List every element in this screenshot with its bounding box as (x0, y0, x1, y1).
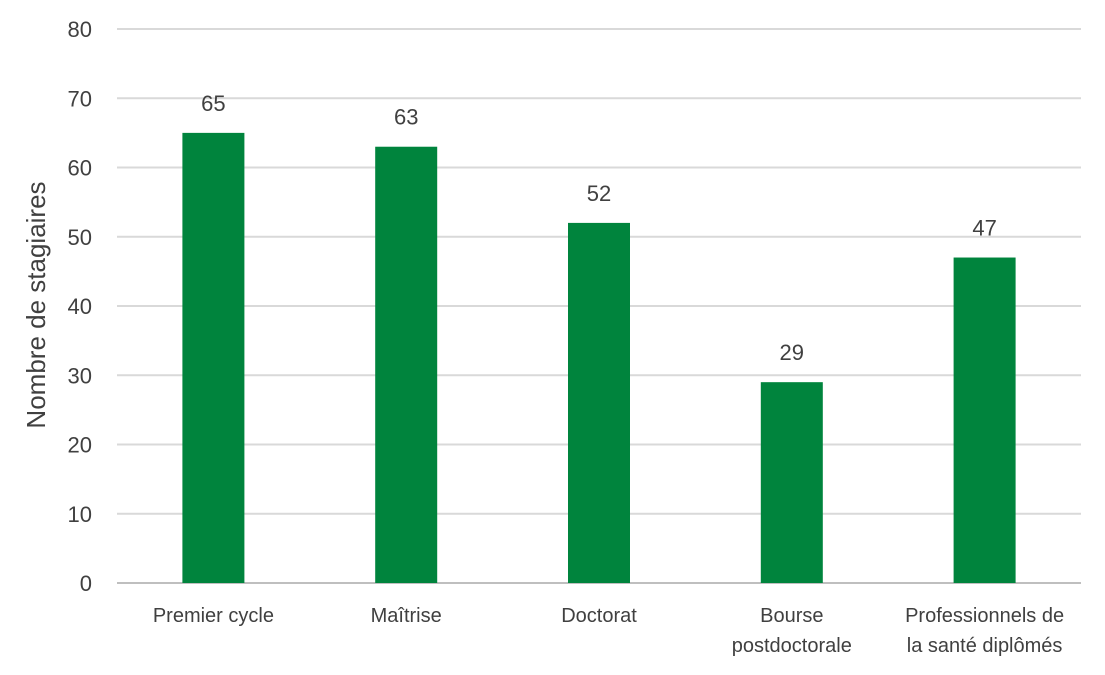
y-tick-label: 20 (68, 433, 92, 458)
y-tick-label: 0 (80, 571, 92, 596)
x-category-label: Maîtrise (371, 605, 442, 627)
bar (953, 257, 1016, 583)
bar (182, 132, 245, 583)
x-category-label: Premier cycle (153, 605, 274, 627)
data-label: 52 (587, 181, 611, 206)
y-tick-label: 30 (68, 363, 92, 388)
bar (760, 382, 823, 583)
data-label: 29 (780, 340, 804, 365)
data-label: 47 (972, 216, 996, 241)
data-labels: 65 63 52 29 47 (201, 91, 997, 365)
x-axis-categories: Premier cycle Maîtrise Doctorat Bourse postd… (153, 605, 1064, 657)
data-label: 65 (201, 91, 225, 116)
x-category-label: Professionnels de la santé diplômés (905, 605, 1064, 657)
y-axis-label: Nombre de stagiaires (21, 181, 51, 428)
x-category-label: Doctorat (561, 605, 637, 627)
data-label: 63 (394, 105, 418, 130)
x-category-label: Bourse postdoctorale (732, 605, 852, 657)
y-tick-label: 80 (68, 17, 92, 42)
y-axis-ticks: 0 10 20 30 40 50 60 70 80 (68, 17, 92, 596)
bars (182, 132, 1016, 583)
y-tick-label: 10 (68, 502, 92, 527)
y-tick-label: 70 (68, 86, 92, 111)
bar (375, 146, 438, 583)
y-tick-label: 50 (68, 225, 92, 250)
y-tick-label: 60 (68, 156, 92, 181)
bar (568, 222, 630, 583)
y-tick-label: 40 (68, 294, 92, 319)
